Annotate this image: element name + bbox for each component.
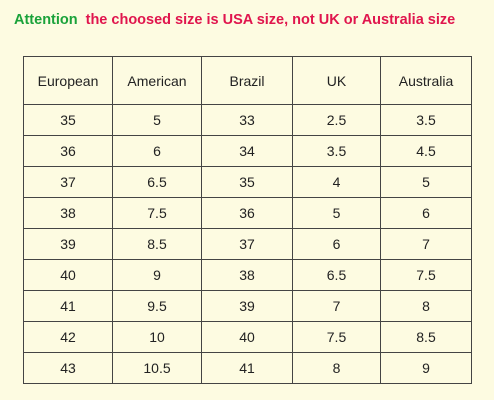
header-american: American — [112, 56, 202, 105]
cell-australia: 3.5 — [380, 104, 472, 136]
table-row: 35 5 33 2.5 3.5 — [23, 104, 472, 136]
cell-uk: 5 — [292, 197, 381, 229]
cell-american: 5 — [112, 104, 202, 136]
cell-european: 41 — [23, 290, 113, 322]
table-row: 40 9 38 6.5 7.5 — [23, 259, 472, 291]
table-row: 42 10 40 7.5 8.5 — [23, 321, 472, 353]
cell-uk: 2.5 — [292, 104, 381, 136]
header-australia: Australia — [380, 56, 472, 105]
cell-european: 43 — [23, 352, 113, 384]
header-uk: UK — [292, 56, 381, 105]
table-row: 38 7.5 36 5 6 — [23, 197, 472, 229]
cell-brazil: 36 — [201, 197, 293, 229]
cell-american: 8.5 — [112, 228, 202, 260]
cell-brazil: 40 — [201, 321, 293, 353]
cell-brazil: 39 — [201, 290, 293, 322]
cell-brazil: 34 — [201, 135, 293, 167]
header-row: European American Brazil UK Australia — [23, 56, 472, 105]
cell-brazil: 41 — [201, 352, 293, 384]
size-conversion-table: European American Brazil UK Australia 35… — [23, 56, 472, 384]
cell-australia: 8 — [380, 290, 472, 322]
cell-brazil: 33 — [201, 104, 293, 136]
table-row: 37 6.5 35 4 5 — [23, 166, 472, 198]
cell-european: 38 — [23, 197, 113, 229]
cell-australia: 9 — [380, 352, 472, 384]
cell-australia: 5 — [380, 166, 472, 198]
header-brazil: Brazil — [201, 56, 293, 105]
cell-uk: 3.5 — [292, 135, 381, 167]
cell-uk: 7.5 — [292, 321, 381, 353]
header-european: European — [23, 56, 113, 105]
cell-uk: 8 — [292, 352, 381, 384]
cell-european: 42 — [23, 321, 113, 353]
cell-american: 6.5 — [112, 166, 202, 198]
table-row: 41 9.5 39 7 8 — [23, 290, 472, 322]
cell-american: 9.5 — [112, 290, 202, 322]
cell-european: 36 — [23, 135, 113, 167]
cell-uk: 4 — [292, 166, 381, 198]
cell-australia: 7 — [380, 228, 472, 260]
table-row: 39 8.5 37 6 7 — [23, 228, 472, 260]
cell-brazil: 38 — [201, 259, 293, 291]
cell-brazil: 37 — [201, 228, 293, 260]
cell-european: 40 — [23, 259, 113, 291]
size-notice: Attention the choosed size is USA size, n… — [14, 12, 455, 28]
cell-uk: 6.5 — [292, 259, 381, 291]
cell-australia: 4.5 — [380, 135, 472, 167]
cell-american: 9 — [112, 259, 202, 291]
table-row: 36 6 34 3.5 4.5 — [23, 135, 472, 167]
cell-uk: 7 — [292, 290, 381, 322]
size-notice-message: the choosed size is USA size, not UK or … — [85, 12, 456, 28]
cell-australia: 8.5 — [380, 321, 472, 353]
cell-european: 35 — [23, 104, 113, 136]
cell-australia: 6 — [380, 197, 472, 229]
cell-american: 10 — [112, 321, 202, 353]
cell-european: 37 — [23, 166, 113, 198]
cell-european: 39 — [23, 228, 113, 260]
attention-label: Attention — [14, 12, 78, 28]
cell-uk: 6 — [292, 228, 381, 260]
table-row: 43 10.5 41 8 9 — [23, 352, 472, 384]
cell-brazil: 35 — [201, 166, 293, 198]
cell-american: 10.5 — [112, 352, 202, 384]
cell-american: 7.5 — [112, 197, 202, 229]
cell-american: 6 — [112, 135, 202, 167]
cell-australia: 7.5 — [380, 259, 472, 291]
